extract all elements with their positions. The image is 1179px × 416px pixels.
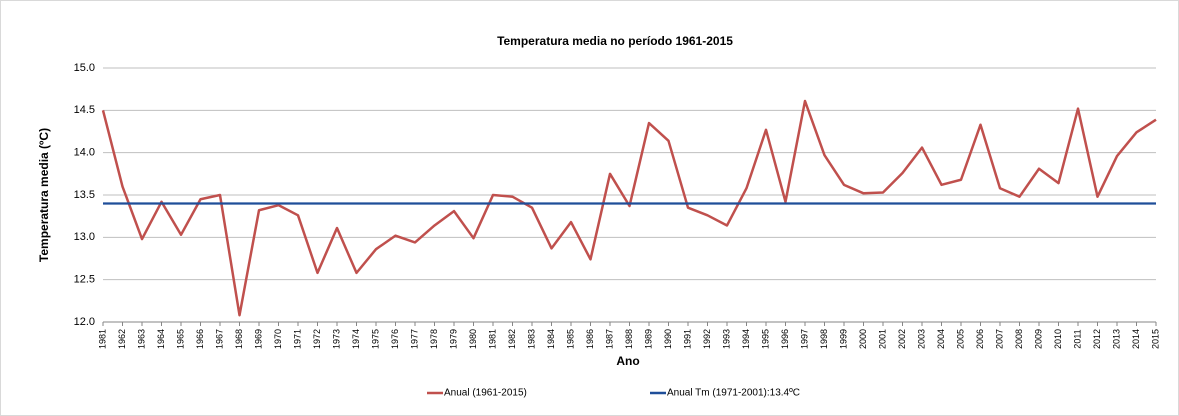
x-tick-label: 2002 — [897, 329, 907, 349]
x-tick-label: 1994 — [741, 329, 751, 349]
x-tick-label: 1970 — [273, 329, 283, 349]
x-tick-label: 2015 — [1150, 329, 1160, 349]
x-tick-label: 1977 — [409, 329, 419, 349]
y-tick-label: 12.0 — [74, 316, 95, 328]
x-tick-label: 1976 — [390, 329, 400, 349]
x-tick-label: 1981 — [97, 329, 107, 349]
x-tick-label: 1984 — [546, 329, 556, 349]
x-tick-label: 1988 — [624, 329, 634, 349]
x-tick-label: 1991 — [682, 329, 692, 349]
x-tick-label: 2010 — [1053, 329, 1063, 349]
legend-label: Anual Tm (1971-2001):13.4ºC — [667, 388, 800, 399]
x-tick-label: 1987 — [604, 329, 614, 349]
x-tick-label: 1982 — [507, 329, 517, 349]
x-tick-label: 2008 — [1014, 329, 1024, 349]
x-tick-label: 1962 — [117, 329, 127, 349]
x-tick-label: 2003 — [916, 329, 926, 349]
x-tick-label: 1989 — [643, 329, 653, 349]
x-tick-label: 1972 — [312, 329, 322, 349]
x-tick-label: 2004 — [936, 329, 946, 349]
x-tick-label: 2014 — [1131, 329, 1141, 349]
x-tick-label: 1971 — [292, 329, 302, 349]
x-tick-label: 1978 — [429, 329, 439, 349]
x-tick-label: 1969 — [253, 329, 263, 349]
x-tick-label: 1980 — [468, 329, 478, 349]
y-tick-label: 14.5 — [74, 104, 95, 116]
x-axis-title: Ano — [616, 354, 639, 368]
x-tick-label: 1983 — [526, 329, 536, 349]
x-tick-label: 1964 — [156, 329, 166, 349]
y-tick-label: 12.5 — [74, 274, 95, 286]
y-tick-label: 14.0 — [74, 147, 95, 159]
x-tick-label: 2009 — [1033, 329, 1043, 349]
x-tick-label: 1963 — [136, 329, 146, 349]
y-tick-label: 13.0 — [74, 231, 95, 243]
x-tick-label: 1998 — [819, 329, 829, 349]
y-tick-label: 15.0 — [74, 62, 95, 74]
x-tick-label: 1965 — [175, 329, 185, 349]
x-tick-label: 2005 — [955, 329, 965, 349]
x-tick-label: 1993 — [721, 329, 731, 349]
x-tick-label: 1979 — [448, 329, 458, 349]
series-line — [101, 99, 1157, 317]
x-tick-label: 1968 — [234, 329, 244, 349]
chart-title: Temperatura media no período 1961-2015 — [497, 34, 733, 48]
x-tick-label: 2013 — [1111, 329, 1121, 349]
x-tick-label: 1967 — [214, 329, 224, 349]
x-tick-label: 1997 — [799, 329, 809, 349]
x-tick-label: 1995 — [760, 329, 770, 349]
x-tick-label: 2001 — [877, 329, 887, 349]
x-tick-label: 1973 — [331, 329, 341, 349]
x-tick-label: 2007 — [994, 329, 1004, 349]
legend-label: Anual (1961-2015) — [444, 388, 527, 399]
x-tick-label: 1996 — [780, 329, 790, 349]
x-tick-label: 1981 — [487, 329, 497, 349]
x-tick-label: 1986 — [585, 329, 595, 349]
x-tick-label: 2011 — [1072, 329, 1082, 348]
x-tick-label: 2012 — [1092, 329, 1102, 349]
x-tick-label: 1992 — [702, 329, 712, 349]
y-tick-label: 13.5 — [74, 189, 95, 201]
x-tick-label: 1966 — [195, 329, 205, 349]
x-tick-label: 1985 — [565, 329, 575, 349]
x-tick-label: 1990 — [663, 329, 673, 349]
x-tick-label: 2000 — [858, 329, 868, 349]
x-tick-label: 1974 — [351, 329, 361, 349]
x-tick-label: 1975 — [370, 329, 380, 349]
x-tick-label: 2006 — [975, 329, 985, 349]
x-tick-label: 1999 — [838, 329, 848, 349]
y-axis-title: Temperatura media (ºC) — [37, 128, 51, 262]
